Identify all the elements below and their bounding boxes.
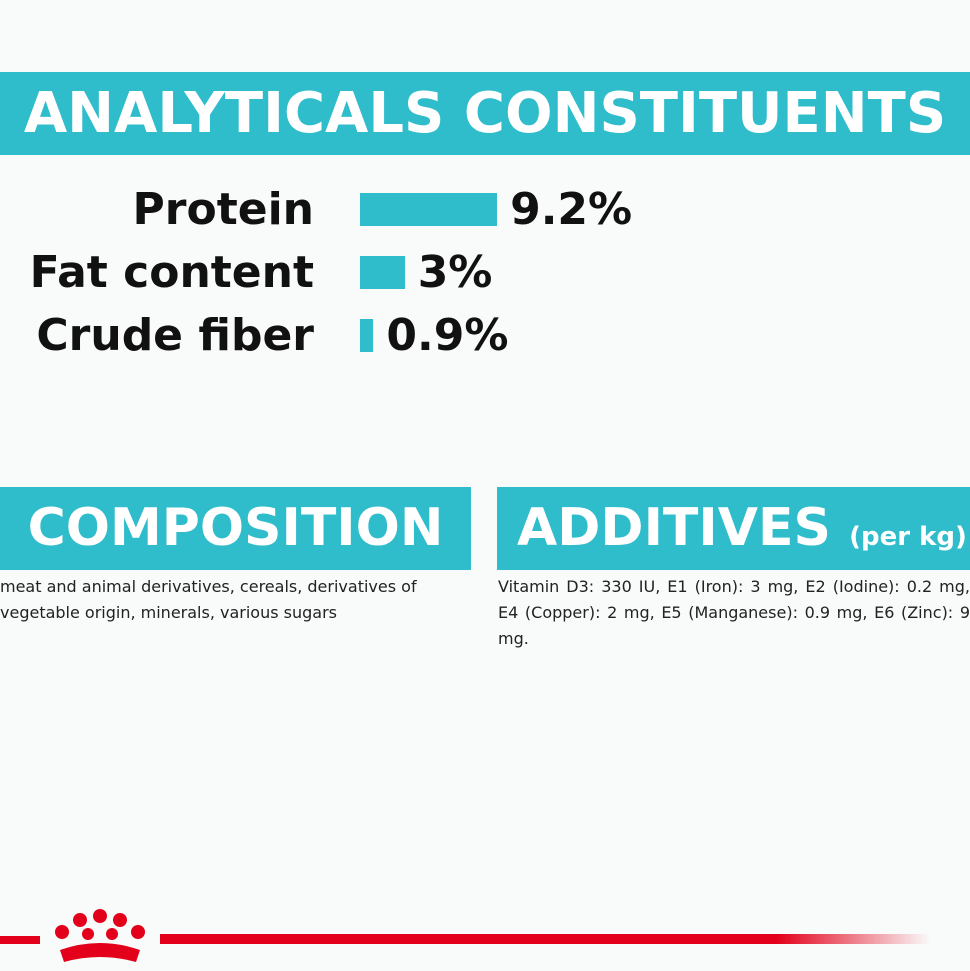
composition-text: meat and animal derivatives, cereals, de…	[0, 577, 417, 622]
analytical-label: Crude fiber	[36, 310, 314, 361]
composition-banner: COMPOSITION	[0, 487, 471, 570]
analytical-row: Protein 9.2%	[0, 180, 970, 240]
bar	[360, 256, 405, 289]
additives-subtitle: (per kg)	[849, 522, 967, 552]
value-label: 3%	[417, 247, 493, 298]
analytical-label: Fat content	[29, 247, 314, 298]
bar	[360, 319, 374, 352]
composition-title: COMPOSITION	[27, 498, 444, 558]
red-line	[160, 934, 930, 944]
additives-text: Vitamin D3: 330 IU, E1 (Iron): 3 mg, E2 …	[498, 577, 970, 648]
analytical-row: Fat content 3%	[0, 243, 970, 303]
value-label: 9.2%	[510, 184, 633, 235]
value-label: 0.9%	[386, 310, 509, 361]
bar	[360, 193, 498, 226]
crown-logo	[55, 909, 145, 962]
red-line	[0, 936, 40, 944]
logo-strip	[0, 909, 930, 962]
analytical-row: Crude fiber 0.9%	[0, 306, 970, 366]
analytical-label: Protein	[132, 184, 314, 235]
title-banner: ANALYTICALS CONSTITUENTS	[0, 72, 970, 155]
title: ANALYTICALS CONSTITUENTS	[23, 81, 947, 146]
additives-title: ADDITIVES	[517, 498, 831, 558]
additives-banner: ADDITIVES (per kg)	[497, 487, 970, 570]
